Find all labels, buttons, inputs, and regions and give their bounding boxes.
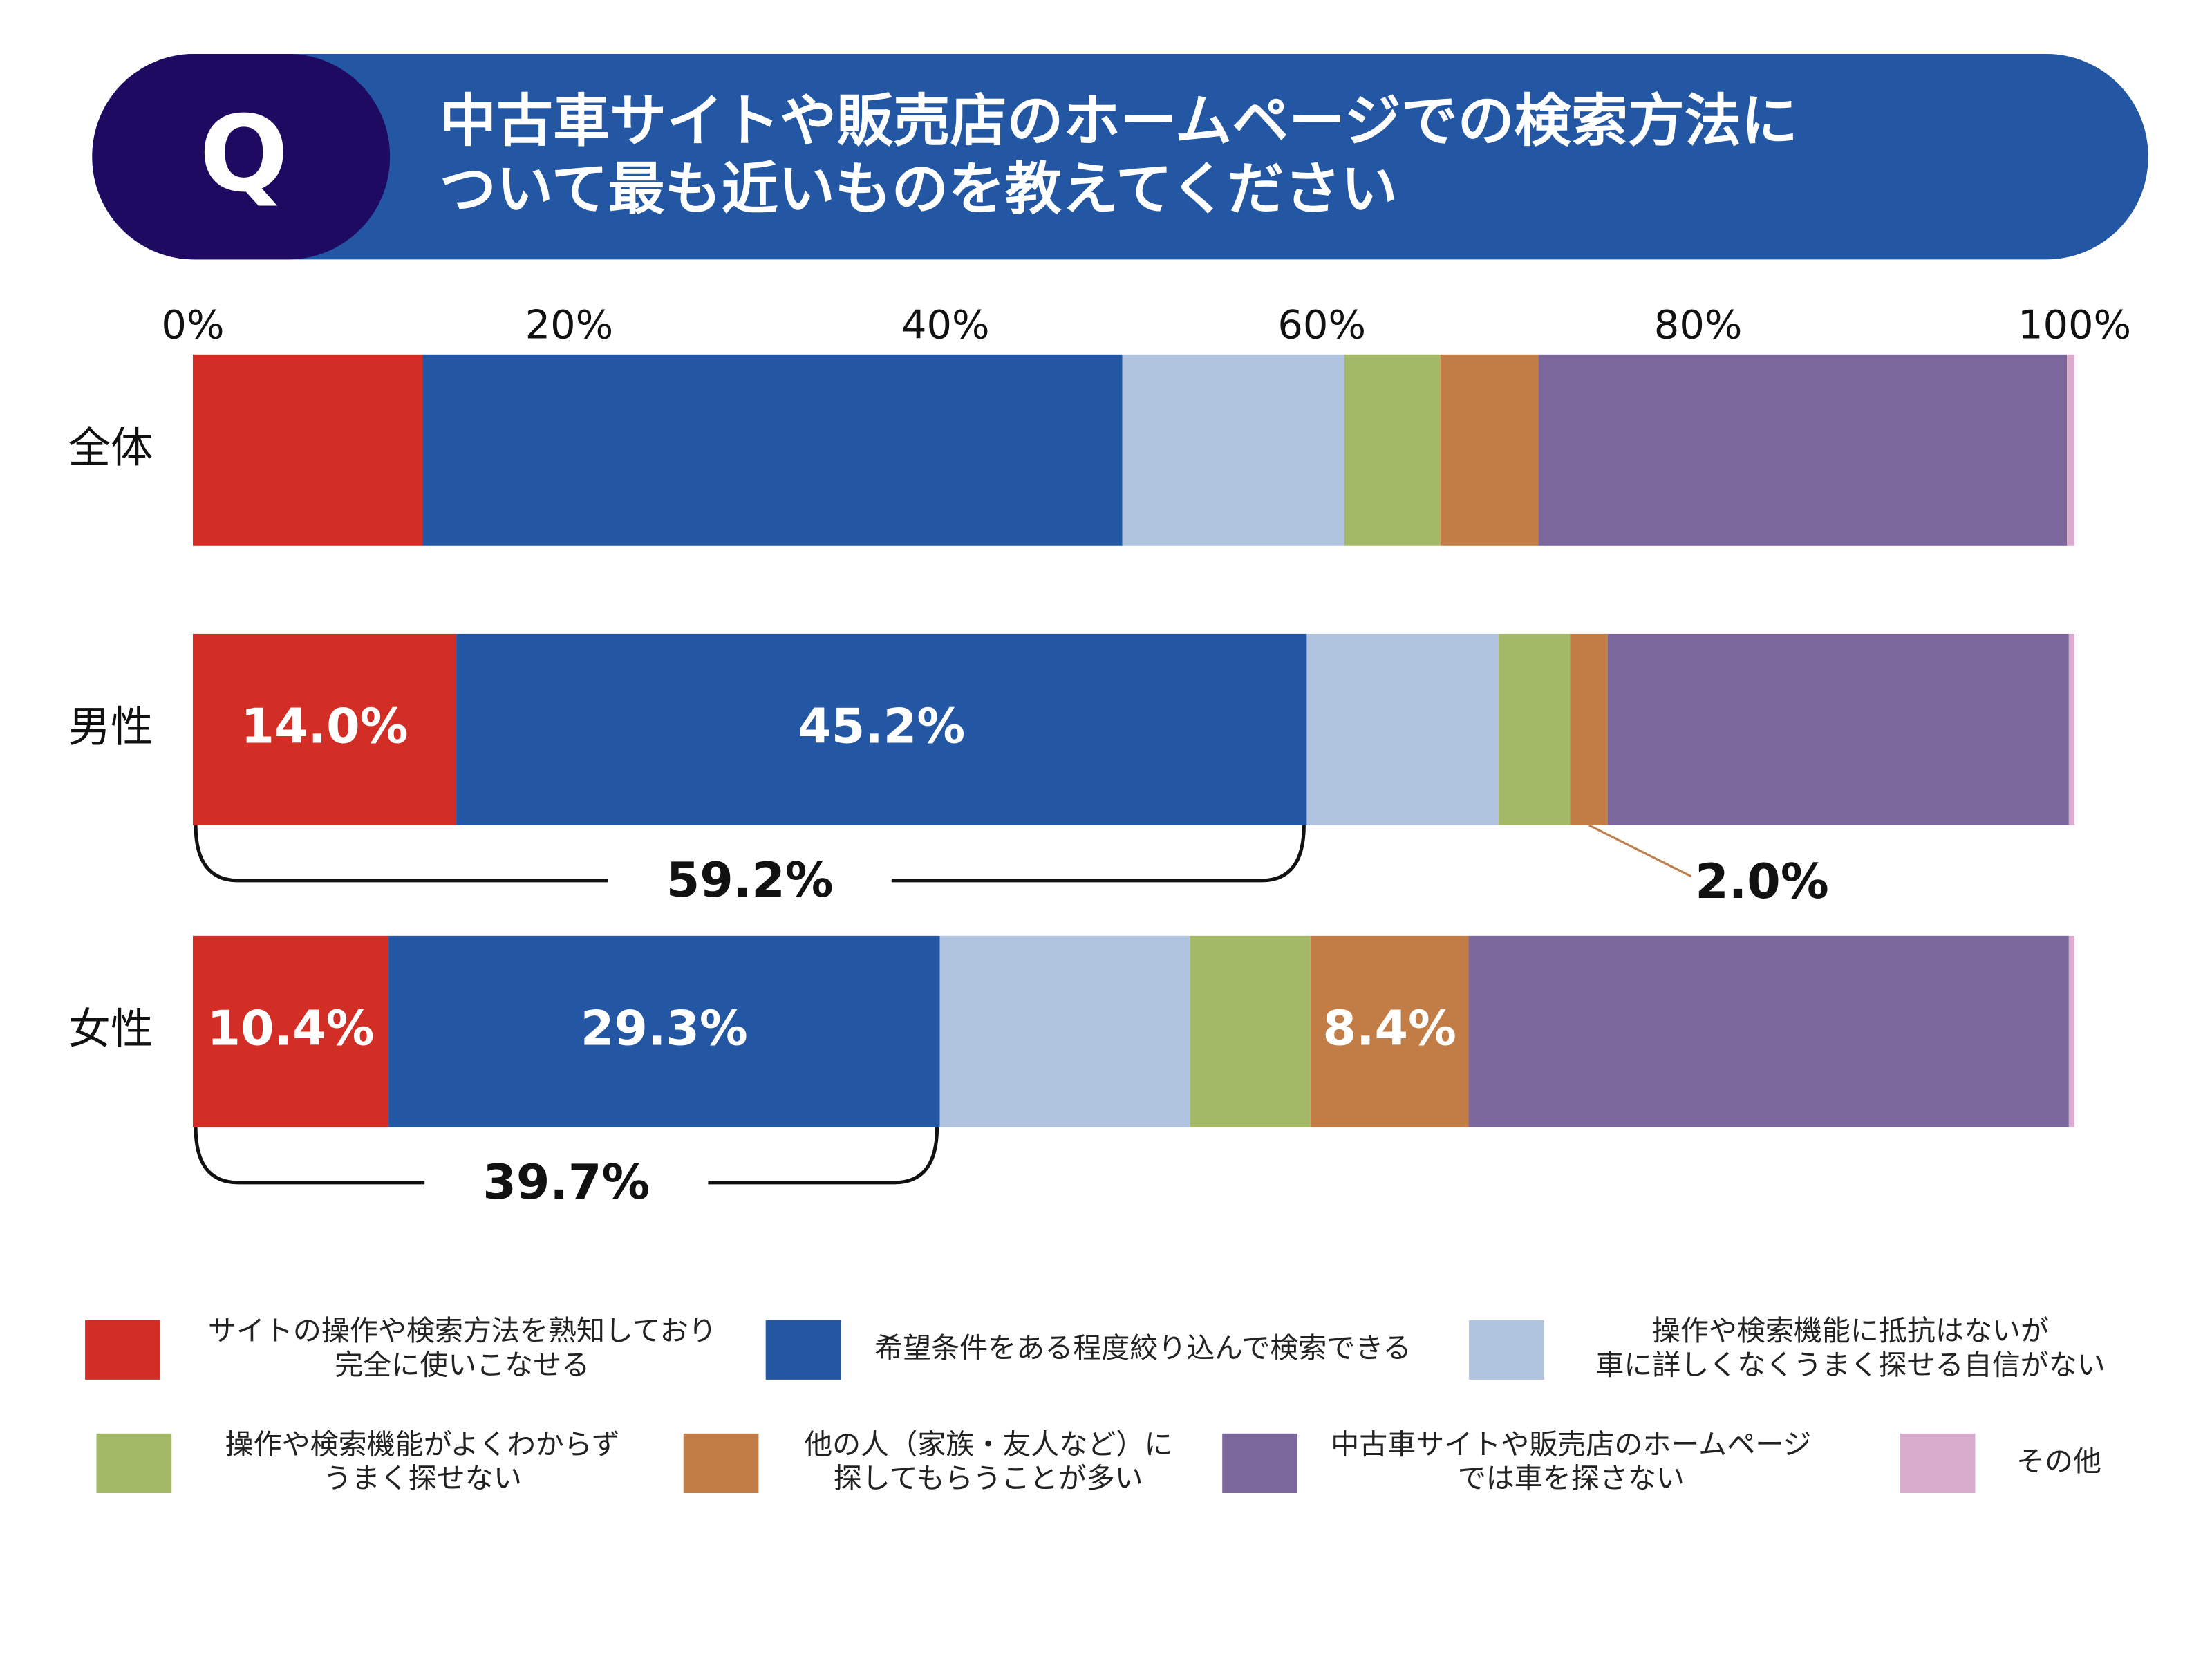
bar-segment	[1468, 935, 2069, 1127]
value-label: 8.4%	[1322, 1000, 1456, 1056]
value-label: 10.4%	[207, 1000, 375, 1056]
legend-swatch	[683, 1433, 759, 1493]
legend-label: 希望条件をある程度絞り込んで検索できる	[874, 1331, 1411, 1365]
bar-segment	[422, 354, 1123, 546]
bar-segment	[1306, 633, 1499, 825]
bar-segment	[2067, 354, 2075, 546]
bar-segment	[456, 633, 1307, 825]
x-tick-label: 100%	[2018, 301, 2131, 348]
badge: Q	[199, 93, 288, 215]
x-tick-label: 40%	[901, 301, 990, 348]
bar-segment	[192, 354, 423, 546]
bar-segment	[2068, 633, 2075, 825]
value-label: 45.2%	[798, 698, 965, 754]
bracket-label: 59.2%	[666, 852, 834, 908]
bar-segment	[192, 633, 457, 825]
category-label: 男性	[68, 702, 153, 751]
value-label: 2.0%	[1695, 854, 1828, 910]
bar-segment	[1570, 633, 1608, 825]
legend-swatch	[765, 1320, 841, 1380]
x-tick-label: 80%	[1654, 301, 1743, 348]
legend-label: サイトの操作や検索方法を熟知しており完全に使いこなせる	[208, 1314, 717, 1381]
legend-label: 操作や検索機能に抵抗はないが車に詳しくなくうまく探せる自信がない	[1595, 1314, 2105, 1381]
bar-segment	[1344, 354, 1441, 546]
bracket-label: 39.7%	[482, 1154, 650, 1210]
header-bar	[92, 53, 2148, 260]
bar-segment	[2068, 935, 2075, 1127]
legend-swatch	[1222, 1433, 1297, 1493]
value-label: 14.0%	[241, 698, 409, 754]
legend-swatch	[96, 1433, 172, 1493]
title-line: 中古車サイトや販売店のホームページでの検索方法に	[440, 88, 1798, 154]
category-label: 全体	[68, 422, 153, 472]
bar-segment	[1190, 935, 1311, 1127]
category-label: 女性	[68, 1004, 153, 1053]
x-tick-label: 20%	[525, 301, 614, 348]
bar-segment	[1499, 633, 1571, 825]
leader-line	[1588, 824, 1692, 878]
bar-segment	[1607, 633, 2069, 825]
legend-swatch	[1900, 1433, 1976, 1493]
x-tick-label: 60%	[1277, 301, 1366, 348]
legend-label: その他	[2016, 1445, 2101, 1478]
bar-segment	[1538, 354, 2068, 546]
badge-bg	[92, 53, 391, 260]
value-label: 29.3%	[581, 1000, 748, 1056]
x-tick-label: 0%	[161, 301, 224, 348]
legend-label: 他の人（家族・友人など）に探してもらうことが多い	[804, 1427, 1172, 1494]
legend-label: 操作や検索機能がよくわからずうまく探せない	[225, 1427, 620, 1494]
bar-segment	[1122, 354, 1344, 546]
bar-segment	[1310, 935, 1469, 1127]
legend-swatch	[85, 1320, 160, 1380]
title-line: ついて最も近いものを教えてください	[440, 156, 1398, 222]
bar-segment	[192, 935, 389, 1127]
bar-segment	[939, 935, 1190, 1127]
bar-segment	[388, 935, 940, 1127]
bracket	[194, 825, 1306, 883]
legend-label: 中古車サイトや販売店のホームページでは車を探さない	[1331, 1427, 1811, 1494]
bar-segment	[1440, 354, 1539, 546]
bracket	[194, 1127, 939, 1185]
legend-swatch	[1469, 1320, 1544, 1380]
